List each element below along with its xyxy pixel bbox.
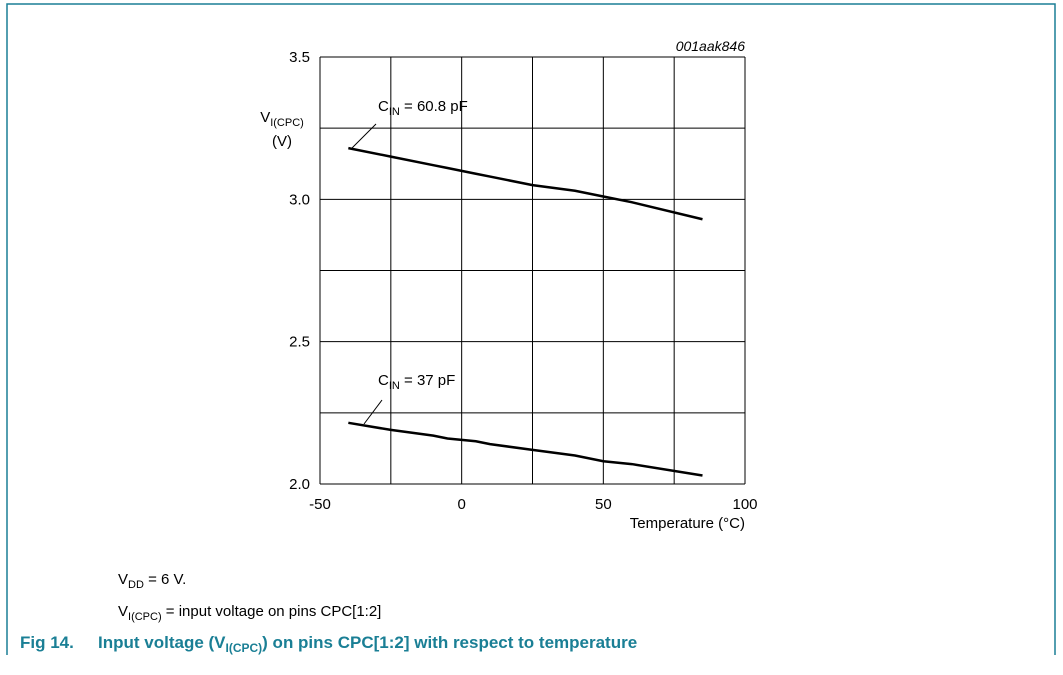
note-main: V (118, 571, 128, 588)
annotation-sub: IN (389, 380, 400, 392)
caption-number: Fig 14. (20, 633, 74, 652)
y-label-main: V (260, 109, 270, 126)
y-axis-unit: (V) (272, 133, 292, 150)
note-sub: DD (128, 579, 144, 591)
leader-line (351, 123, 377, 149)
figure-id: 001aak846 (676, 38, 746, 54)
data-line (348, 146, 703, 221)
y-label-sub: I(CPC) (270, 117, 304, 129)
y-tick-label: 2.5 (289, 334, 310, 351)
annotation-rest: = 37 pF (400, 372, 455, 389)
caption-rest: ) on pins CPC[1:2] with respect to tempe… (262, 633, 637, 652)
note-rest: = 6 V. (144, 571, 186, 588)
x-tick-label: 100 (732, 496, 757, 513)
y-tick-label: 3.5 (289, 49, 310, 66)
annotation: CIN = 37 pF (378, 372, 455, 392)
y-tick-label: 2.0 (289, 476, 310, 493)
data-line (348, 421, 703, 477)
caption-sub: I(CPC) (226, 641, 263, 655)
x-tick-label: 50 (595, 496, 612, 513)
caption-main: Input voltage (V (98, 633, 226, 652)
annotation: CIN = 60.8 pF (378, 98, 468, 118)
note-sub: I(CPC) (128, 611, 162, 623)
leader-line (363, 399, 383, 425)
y-tick-label: 3.0 (289, 191, 310, 208)
annotation-rest: = 60.8 pF (400, 98, 468, 115)
x-axis-label: Temperature (°C) (630, 515, 745, 532)
frame (6, 3, 1056, 655)
annotation-main: C (378, 372, 389, 389)
note: VDD = 6 V. (118, 571, 186, 591)
annotation-sub: IN (389, 106, 400, 118)
note: VI(CPC) = input voltage on pins CPC[1:2] (118, 603, 381, 623)
x-tick-label: 0 (457, 496, 465, 513)
x-tick-label: -50 (309, 496, 331, 513)
y-axis-label: VI(CPC) (260, 109, 304, 129)
caption: Fig 14. Input voltage (VI(CPC)) on pins C… (20, 633, 637, 655)
note-rest: = input voltage on pins CPC[1:2] (162, 603, 382, 620)
note-main: V (118, 603, 128, 620)
annotation-main: C (378, 98, 389, 115)
